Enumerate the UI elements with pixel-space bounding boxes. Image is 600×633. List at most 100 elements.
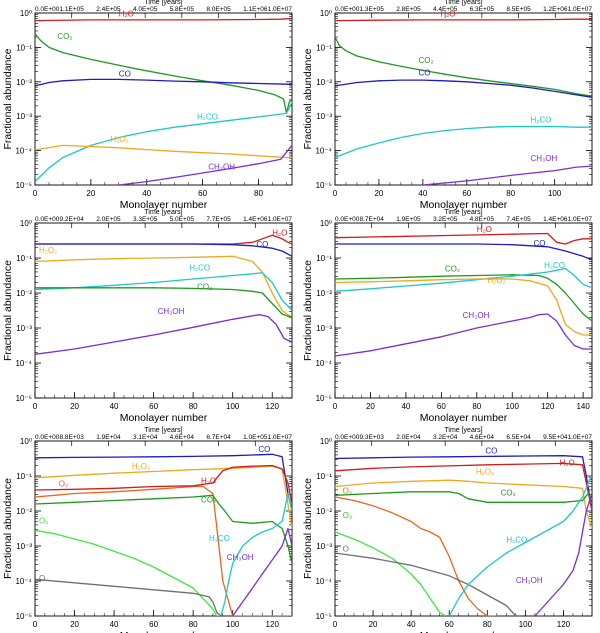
y-axis-title: Fractional abundance [302,260,314,361]
series-line-ho [335,479,592,529]
y-axis-title: Fractional abundance [2,260,14,361]
x-tick-label: 40 [418,189,427,198]
series-group [335,232,592,357]
y-tick-label: 10⁻² [316,78,332,87]
panel-6: 10⁻⁵ 10⁻⁴ 10⁻³ 10⁻² 10⁻¹ 10⁰ 0 20 40 60 80 100 120 0.… [302,427,593,633]
series-line-choh [534,493,592,616]
panel-2: 10⁻⁵ 10⁻⁴ 10⁻³ 10⁻² 10⁻¹ 10⁰ 0 20 40 60 80 100 0.0E+… [302,0,593,211]
plot-frame [334,12,593,186]
top-tick-label: 8.5E+05 [506,6,531,13]
top-tick-label: 1.0E+05 [243,434,268,441]
y-tick-label: 10⁻⁵ [16,394,32,403]
y-tick-label: 10⁻² [16,289,32,298]
series-label: CH₃OH [530,154,557,163]
top-tick-label: 0.0E+00 [35,216,60,223]
top-tick-label: 4.4E+05 [433,6,458,13]
x-tick-label: 0 [333,402,338,411]
x-tick-label: 40 [110,402,119,411]
top-tick-label: 6.3E+05 [470,6,495,13]
top-axis-title: Time [years] [444,427,482,434]
top-axis-title: Time [years] [444,0,482,6]
series-line-ho [335,18,592,22]
x-tick-label: 100 [226,620,240,629]
x-tick-label: 80 [254,189,263,198]
plot-frame [34,12,293,186]
top-tick-label: 1.1E+05 [60,6,85,13]
series-line-co [35,243,292,257]
x-tick-label: 0 [33,189,38,198]
series-line-ho [35,18,292,22]
top-tick-label: 1.4E+06 [243,216,268,223]
y-tick-label: 10⁻³ [316,324,332,333]
series-label: H₂O₂ [39,246,57,255]
series-label: H₂CO [544,261,565,270]
top-axis-title: Time [years] [144,209,182,216]
series-line-co [335,491,592,505]
series-label: CO [119,70,131,79]
y-tick-label: 10⁻⁵ [316,181,332,190]
y-axis-title: Fractional abundance [302,478,314,579]
series-line-hco [448,475,592,616]
series-label: CH₃OH [208,163,235,172]
top-tick-label: 6.5E+04 [506,434,531,441]
series-label: H₂CO [189,263,210,272]
series-label: CO [485,447,497,456]
top-tick-label: 7.7E+05 [206,216,231,223]
series-line-ho [35,144,292,159]
series-label: H₂O₂ [476,468,494,477]
top-axis-title: Time [years] [444,209,482,216]
x-tick-label: 120 [266,402,280,411]
series-line-o [335,531,446,616]
series-line-co [335,455,592,512]
series-label: H₂O [272,228,287,237]
series-label: H₂O₂ [132,462,150,471]
top-tick-label: 1.3E+05 [360,6,385,13]
series-line-o [335,552,517,616]
top-tick-label: 1.0E+07 [568,434,593,441]
series-line-co [35,33,292,114]
x-tick-label: 20 [70,620,79,629]
x-tick-label: 20 [70,402,79,411]
series-line-choh [35,314,292,355]
y-tick-label: 10⁻³ [16,542,32,551]
top-tick-label: 0.0E+00 [335,216,360,223]
series-label: H₂O₂ [487,276,505,285]
y-tick-label: 10⁻⁵ [16,612,32,621]
series-line-ho [35,464,292,505]
top-tick-label: 1.9E+04 [96,434,121,441]
x-tick-label: 20 [369,620,378,629]
top-tick-label: 1.0E+07 [268,216,293,223]
top-tick-label: 8.7E+04 [360,216,385,223]
series-label: CH₃OH [158,307,185,316]
series-group [335,455,592,616]
series-label: H₂O [119,9,134,18]
top-axis-title: Time [years] [144,0,182,6]
series-group [35,234,292,355]
top-tick-label: 8.0E+05 [206,6,231,13]
series-label: O₃ [343,511,352,520]
x-tick-label: 60 [462,189,471,198]
series-label: CO [256,240,268,249]
y-tick-label: 10⁻¹ [316,254,332,263]
x-tick-label: 120 [557,620,571,629]
y-tick-label: 10⁻⁴ [15,577,32,586]
panel-3: 10⁻⁵ 10⁻⁴ 10⁻³ 10⁻² 10⁻¹ 10⁰ 0 20 40 60 80 100 120 0.… [2,209,293,424]
series-line-co [35,78,292,87]
series-line-o [35,485,292,616]
top-tick-label: 2.4E+05 [96,6,121,13]
x-tick-label: 0 [333,620,338,629]
top-tick-label: 2.0E+04 [396,434,421,441]
top-tick-label: 0.0E+00 [35,434,60,441]
series-line-co [35,453,292,512]
top-tick-label: 9.5E+04 [543,434,568,441]
x-tick-label: 80 [189,402,198,411]
series-group [335,18,592,185]
x-tick-label: 80 [189,620,198,629]
series-label: CO₂ [197,283,212,292]
series-line-choh [335,313,592,357]
y-tick-label: 10⁻² [316,289,332,298]
x-tick-label: 60 [149,620,158,629]
top-tick-label: 9.3E+03 [360,434,385,441]
